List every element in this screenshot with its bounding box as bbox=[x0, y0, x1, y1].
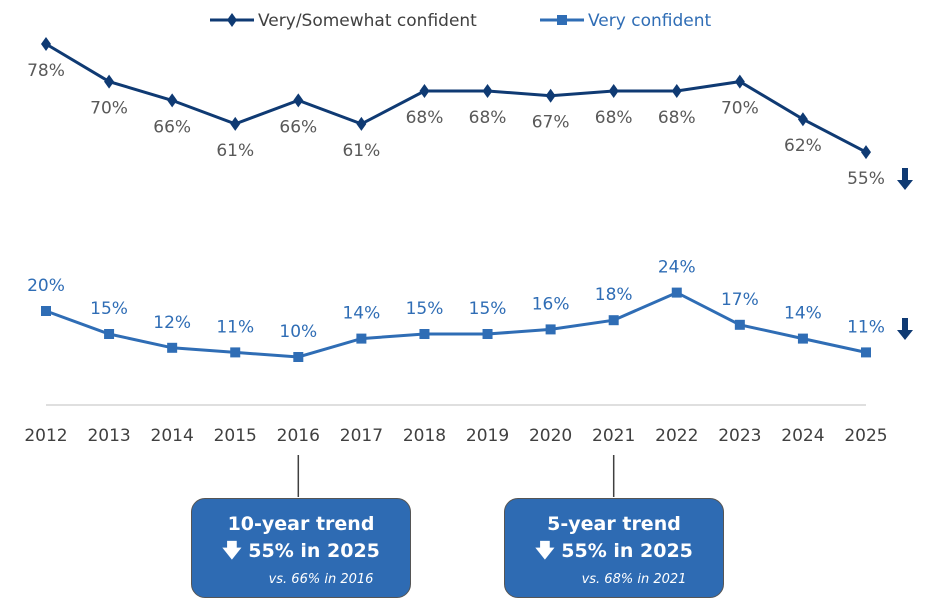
data-point bbox=[734, 319, 745, 330]
data-label: 68% bbox=[406, 108, 444, 128]
data-label: 70% bbox=[90, 99, 128, 119]
x-tick-label: 2015 bbox=[214, 426, 257, 446]
data-point bbox=[167, 342, 178, 353]
data-point bbox=[671, 84, 682, 98]
data-point bbox=[41, 37, 51, 51]
callout-value: 55% in 2025 bbox=[248, 540, 380, 562]
data-point bbox=[356, 333, 367, 344]
down-arrow-icon bbox=[897, 168, 913, 190]
callout-sub: vs. 66% in 2016 bbox=[268, 572, 374, 587]
data-label: 55% bbox=[847, 169, 885, 189]
x-tick-label: 2022 bbox=[655, 426, 698, 446]
data-point bbox=[41, 306, 51, 316]
data-point bbox=[419, 84, 430, 98]
data-label: 68% bbox=[595, 108, 633, 128]
legend-label: Very/Somewhat confident bbox=[258, 11, 477, 31]
data-label: 68% bbox=[469, 108, 507, 128]
data-point bbox=[608, 315, 619, 326]
x-tick-label: 2017 bbox=[340, 426, 383, 446]
data-point bbox=[104, 329, 115, 339]
data-label: 11% bbox=[216, 317, 254, 337]
data-label: 24% bbox=[658, 258, 696, 278]
data-point bbox=[356, 116, 367, 131]
x-tick-label: 2019 bbox=[466, 426, 509, 446]
data-label: 10% bbox=[279, 322, 317, 342]
data-point bbox=[293, 93, 304, 108]
data-point bbox=[861, 347, 871, 358]
x-tick-label: 2014 bbox=[151, 426, 194, 446]
data-label: 67% bbox=[532, 113, 570, 133]
data-label: 15% bbox=[406, 299, 444, 319]
data-point bbox=[167, 93, 178, 108]
x-tick-label: 2021 bbox=[592, 426, 635, 446]
data-point bbox=[797, 112, 808, 127]
callout-title: 5-year trend bbox=[547, 513, 681, 535]
data-point bbox=[230, 347, 241, 358]
down-arrow-icon bbox=[897, 318, 913, 340]
data-label: 70% bbox=[721, 99, 759, 119]
callout-5-year: 5-year trend 🡇 55% in 2025 vs. 68% in 20… bbox=[504, 498, 724, 598]
data-label: 14% bbox=[342, 304, 380, 324]
series-line-1 bbox=[45, 290, 867, 359]
x-tick-label: 2013 bbox=[87, 426, 130, 446]
data-label: 15% bbox=[469, 299, 507, 319]
data-label: 61% bbox=[216, 141, 254, 161]
data-label: 66% bbox=[279, 117, 317, 137]
callout-title: 10-year trend bbox=[227, 513, 375, 535]
down-arrow-icon: 🡇 bbox=[535, 540, 555, 562]
data-point bbox=[545, 324, 556, 335]
data-point bbox=[671, 287, 682, 298]
data-label: 17% bbox=[721, 290, 759, 310]
data-point bbox=[797, 333, 808, 344]
data-label: 78% bbox=[27, 61, 65, 81]
x-tick-label: 2024 bbox=[781, 426, 824, 446]
x-tick-label: 2012 bbox=[24, 426, 67, 446]
data-label: 12% bbox=[153, 313, 191, 333]
legend-marker bbox=[557, 15, 567, 25]
x-tick-label: 2020 bbox=[529, 426, 572, 446]
x-tick-label: 2023 bbox=[718, 426, 761, 446]
down-arrow-icon: 🡇 bbox=[222, 540, 242, 562]
data-label: 20% bbox=[27, 276, 65, 296]
data-label: 61% bbox=[342, 141, 380, 161]
data-point bbox=[734, 74, 745, 89]
callout-sub: vs. 68% in 2021 bbox=[581, 572, 687, 587]
x-tick-label: 2018 bbox=[403, 426, 446, 446]
data-point bbox=[861, 145, 871, 160]
series-line-0 bbox=[45, 42, 867, 154]
x-tick-label: 2016 bbox=[277, 426, 320, 446]
data-point bbox=[482, 84, 493, 98]
data-label: 15% bbox=[90, 299, 128, 319]
data-label: 62% bbox=[784, 136, 822, 156]
callout-value: 55% in 2025 bbox=[561, 540, 693, 562]
x-tick-label: 2025 bbox=[844, 426, 887, 446]
data-point bbox=[230, 116, 241, 131]
data-label: 11% bbox=[847, 317, 885, 337]
data-point bbox=[545, 88, 556, 103]
data-point bbox=[482, 329, 493, 339]
data-point bbox=[608, 84, 619, 98]
legend-marker bbox=[227, 13, 237, 27]
data-label: 18% bbox=[595, 285, 633, 305]
data-label: 14% bbox=[784, 304, 822, 324]
data-label: 66% bbox=[153, 117, 191, 137]
data-label: 16% bbox=[532, 294, 570, 314]
data-point bbox=[293, 352, 304, 362]
legend-label: Very confident bbox=[588, 11, 711, 31]
data-point bbox=[104, 74, 115, 89]
data-point bbox=[419, 329, 430, 339]
data-label: 68% bbox=[658, 108, 696, 128]
callout-10-year: 10-year trend 🡇 55% in 2025 vs. 66% in 2… bbox=[191, 498, 411, 598]
